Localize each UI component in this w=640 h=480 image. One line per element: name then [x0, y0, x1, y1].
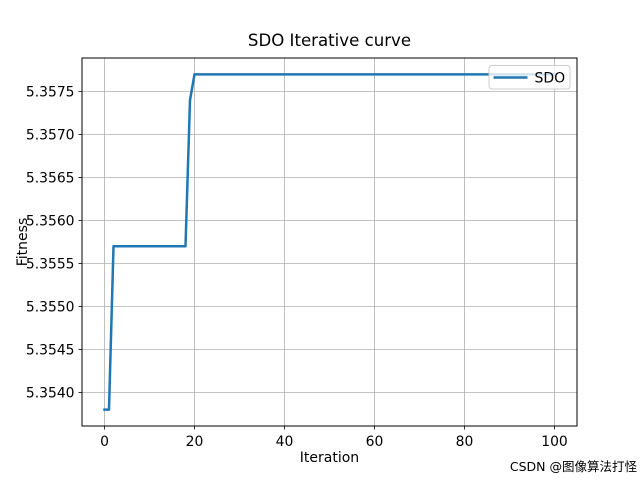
- y-tick-label: 5.3560: [26, 213, 75, 229]
- legend: SDO: [488, 65, 571, 90]
- legend-box: [488, 65, 571, 90]
- legend-label: SDO: [535, 71, 566, 87]
- y-tick-label: 5.3545: [26, 342, 75, 358]
- y-axis-label: Fitness: [15, 218, 31, 267]
- chart-title: SDO Iterative curve: [248, 31, 411, 50]
- data-series: [103, 73, 556, 411]
- y-tick-label: 5.3540: [26, 385, 75, 401]
- y-tick-label: 5.3570: [26, 127, 75, 143]
- plot-border: [81, 57, 578, 427]
- watermark: CSDN @图像算法打怪: [510, 459, 638, 474]
- x-tick-label: 100: [541, 434, 568, 450]
- grid-lines: [82, 58, 577, 426]
- y-tick-label: 5.3565: [26, 170, 75, 186]
- y-tick-label: 5.3550: [26, 299, 75, 315]
- x-tick-label: 40: [276, 434, 294, 450]
- x-tick-label: 0: [100, 434, 109, 450]
- y-tick-label: 5.3555: [26, 256, 75, 272]
- y-tick-label: 5.3575: [26, 84, 75, 100]
- x-tick-label: 80: [456, 434, 474, 450]
- tick-labels: 0 20 40 60 80 100 5.3540 5.3545 5.3550 5.3555 5.35…: [26, 84, 568, 450]
- series-line-sdo: [103, 73, 556, 411]
- x-tick-label: 20: [186, 434, 204, 450]
- x-tick-label: 60: [366, 434, 384, 450]
- axis-tick-marks: [78, 91, 555, 430]
- x-axis-label: Iteration: [300, 450, 359, 466]
